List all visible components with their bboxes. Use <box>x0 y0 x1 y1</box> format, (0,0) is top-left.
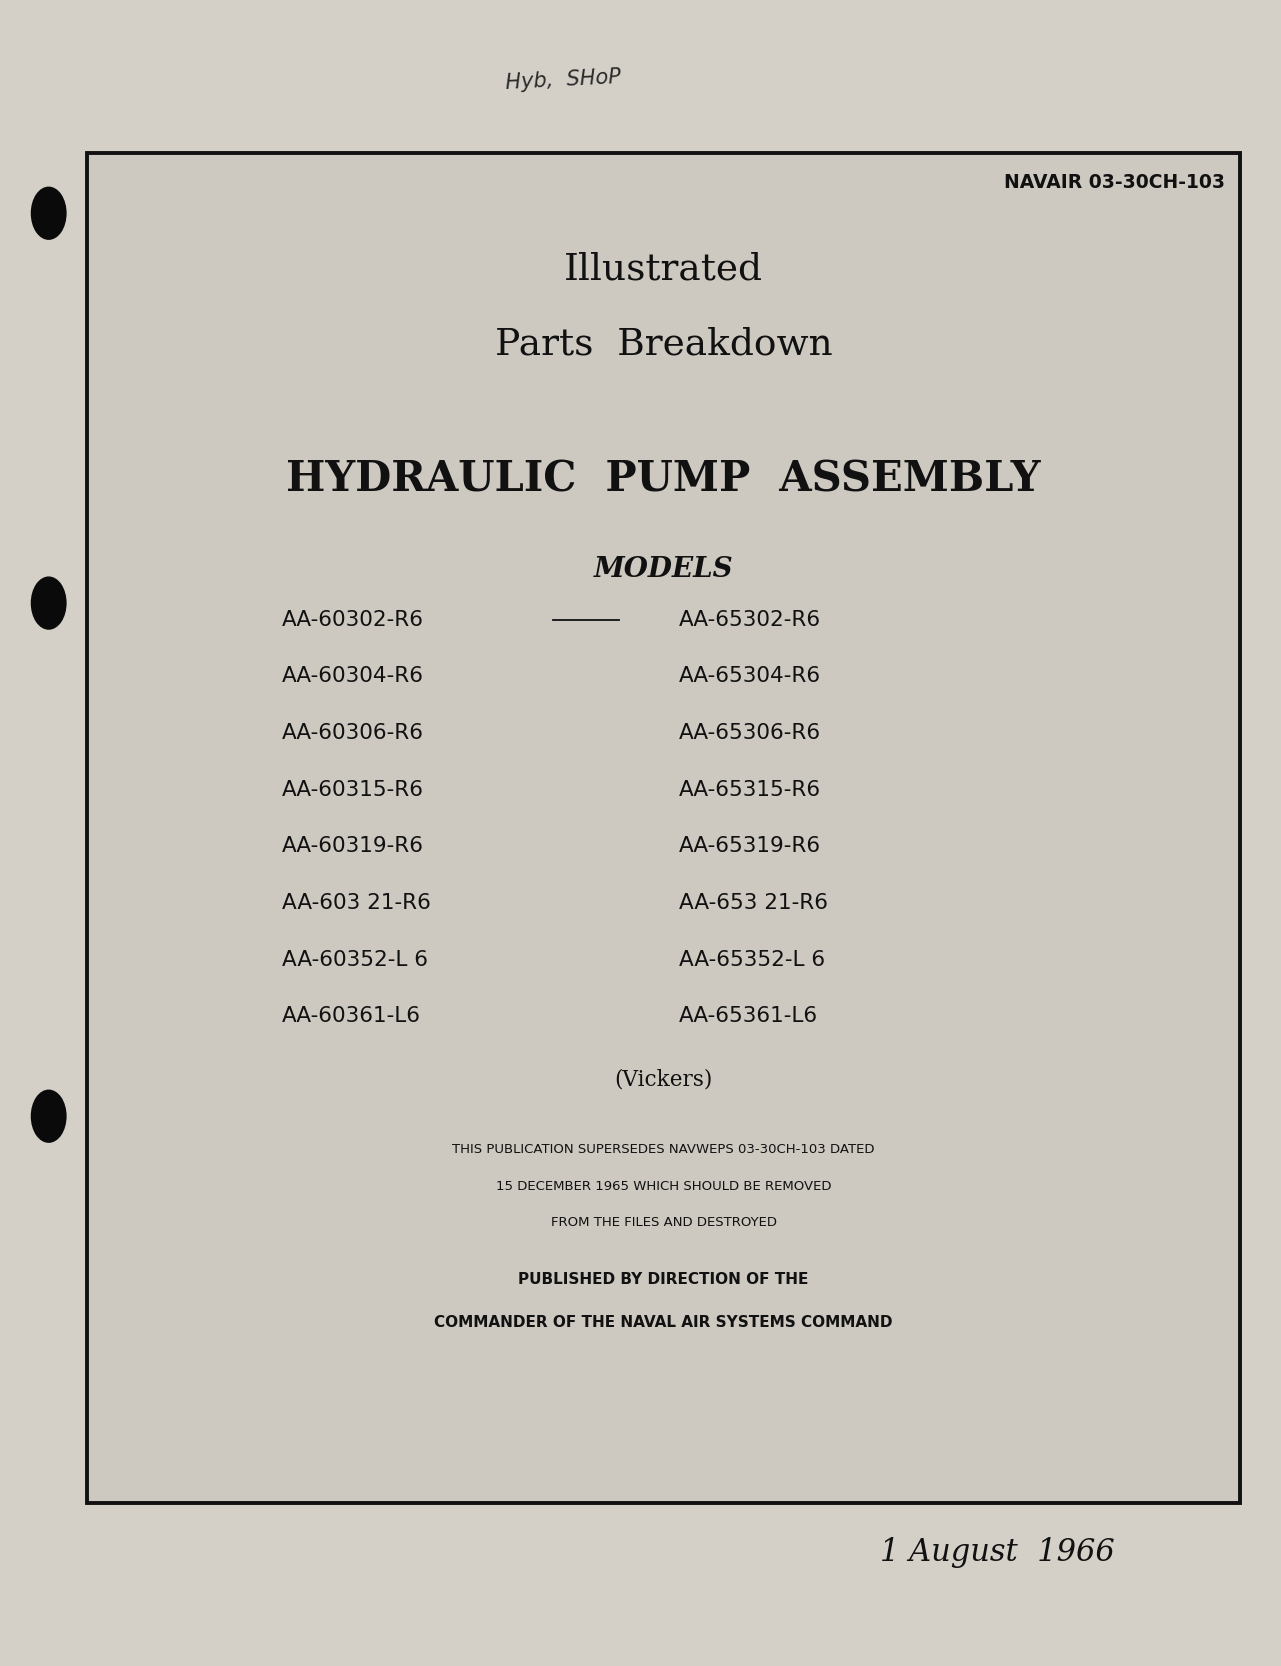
Text: (Vickers): (Vickers) <box>615 1068 712 1091</box>
Text: AA-60306-R6: AA-60306-R6 <box>282 723 424 743</box>
Text: AA-60304-R6: AA-60304-R6 <box>282 666 424 686</box>
Text: COMMANDER OF THE NAVAL AIR SYSTEMS COMMAND: COMMANDER OF THE NAVAL AIR SYSTEMS COMMA… <box>434 1314 893 1331</box>
Text: AA-60352-L 6: AA-60352-L 6 <box>282 950 428 970</box>
Text: Illustrated: Illustrated <box>564 252 763 288</box>
Text: AA-65319-R6: AA-65319-R6 <box>679 836 821 856</box>
Text: AA-60319-R6: AA-60319-R6 <box>282 836 424 856</box>
Text: 1 August  1966: 1 August 1966 <box>880 1538 1114 1568</box>
Text: AA-65361-L6: AA-65361-L6 <box>679 1006 819 1026</box>
Ellipse shape <box>31 576 67 630</box>
Text: MODELS: MODELS <box>594 556 733 583</box>
Text: AA-60315-R6: AA-60315-R6 <box>282 780 424 800</box>
Text: AA-603 21-R6: AA-603 21-R6 <box>282 893 430 913</box>
Text: Parts  Breakdown: Parts Breakdown <box>494 327 833 363</box>
Text: AA-65315-R6: AA-65315-R6 <box>679 780 821 800</box>
Bar <box>87 153 1240 1503</box>
Text: AA-60361-L6: AA-60361-L6 <box>282 1006 421 1026</box>
Text: AA-65306-R6: AA-65306-R6 <box>679 723 821 743</box>
Ellipse shape <box>31 1090 67 1143</box>
Text: AA-65302-R6: AA-65302-R6 <box>679 610 821 630</box>
Text: AA-65304-R6: AA-65304-R6 <box>679 666 821 686</box>
Text: HYDRAULIC  PUMP  ASSEMBLY: HYDRAULIC PUMP ASSEMBLY <box>287 458 1040 501</box>
Text: NAVAIR 03-30CH-103: NAVAIR 03-30CH-103 <box>1003 173 1225 192</box>
Text: THIS PUBLICATION SUPERSEDES NAVWEPS 03-30CH-103 DATED: THIS PUBLICATION SUPERSEDES NAVWEPS 03-3… <box>452 1143 875 1156</box>
Ellipse shape <box>31 187 67 240</box>
Text: PUBLISHED BY DIRECTION OF THE: PUBLISHED BY DIRECTION OF THE <box>519 1271 808 1288</box>
Text: AA-60302-R6: AA-60302-R6 <box>282 610 424 630</box>
Text: AA-653 21-R6: AA-653 21-R6 <box>679 893 828 913</box>
Text: FROM THE FILES AND DESTROYED: FROM THE FILES AND DESTROYED <box>551 1216 776 1230</box>
Text: AA-65352-L 6: AA-65352-L 6 <box>679 950 825 970</box>
Text: Hyb,  SHoP: Hyb, SHoP <box>506 67 621 93</box>
Text: 15 DECEMBER 1965 WHICH SHOULD BE REMOVED: 15 DECEMBER 1965 WHICH SHOULD BE REMOVED <box>496 1180 831 1193</box>
